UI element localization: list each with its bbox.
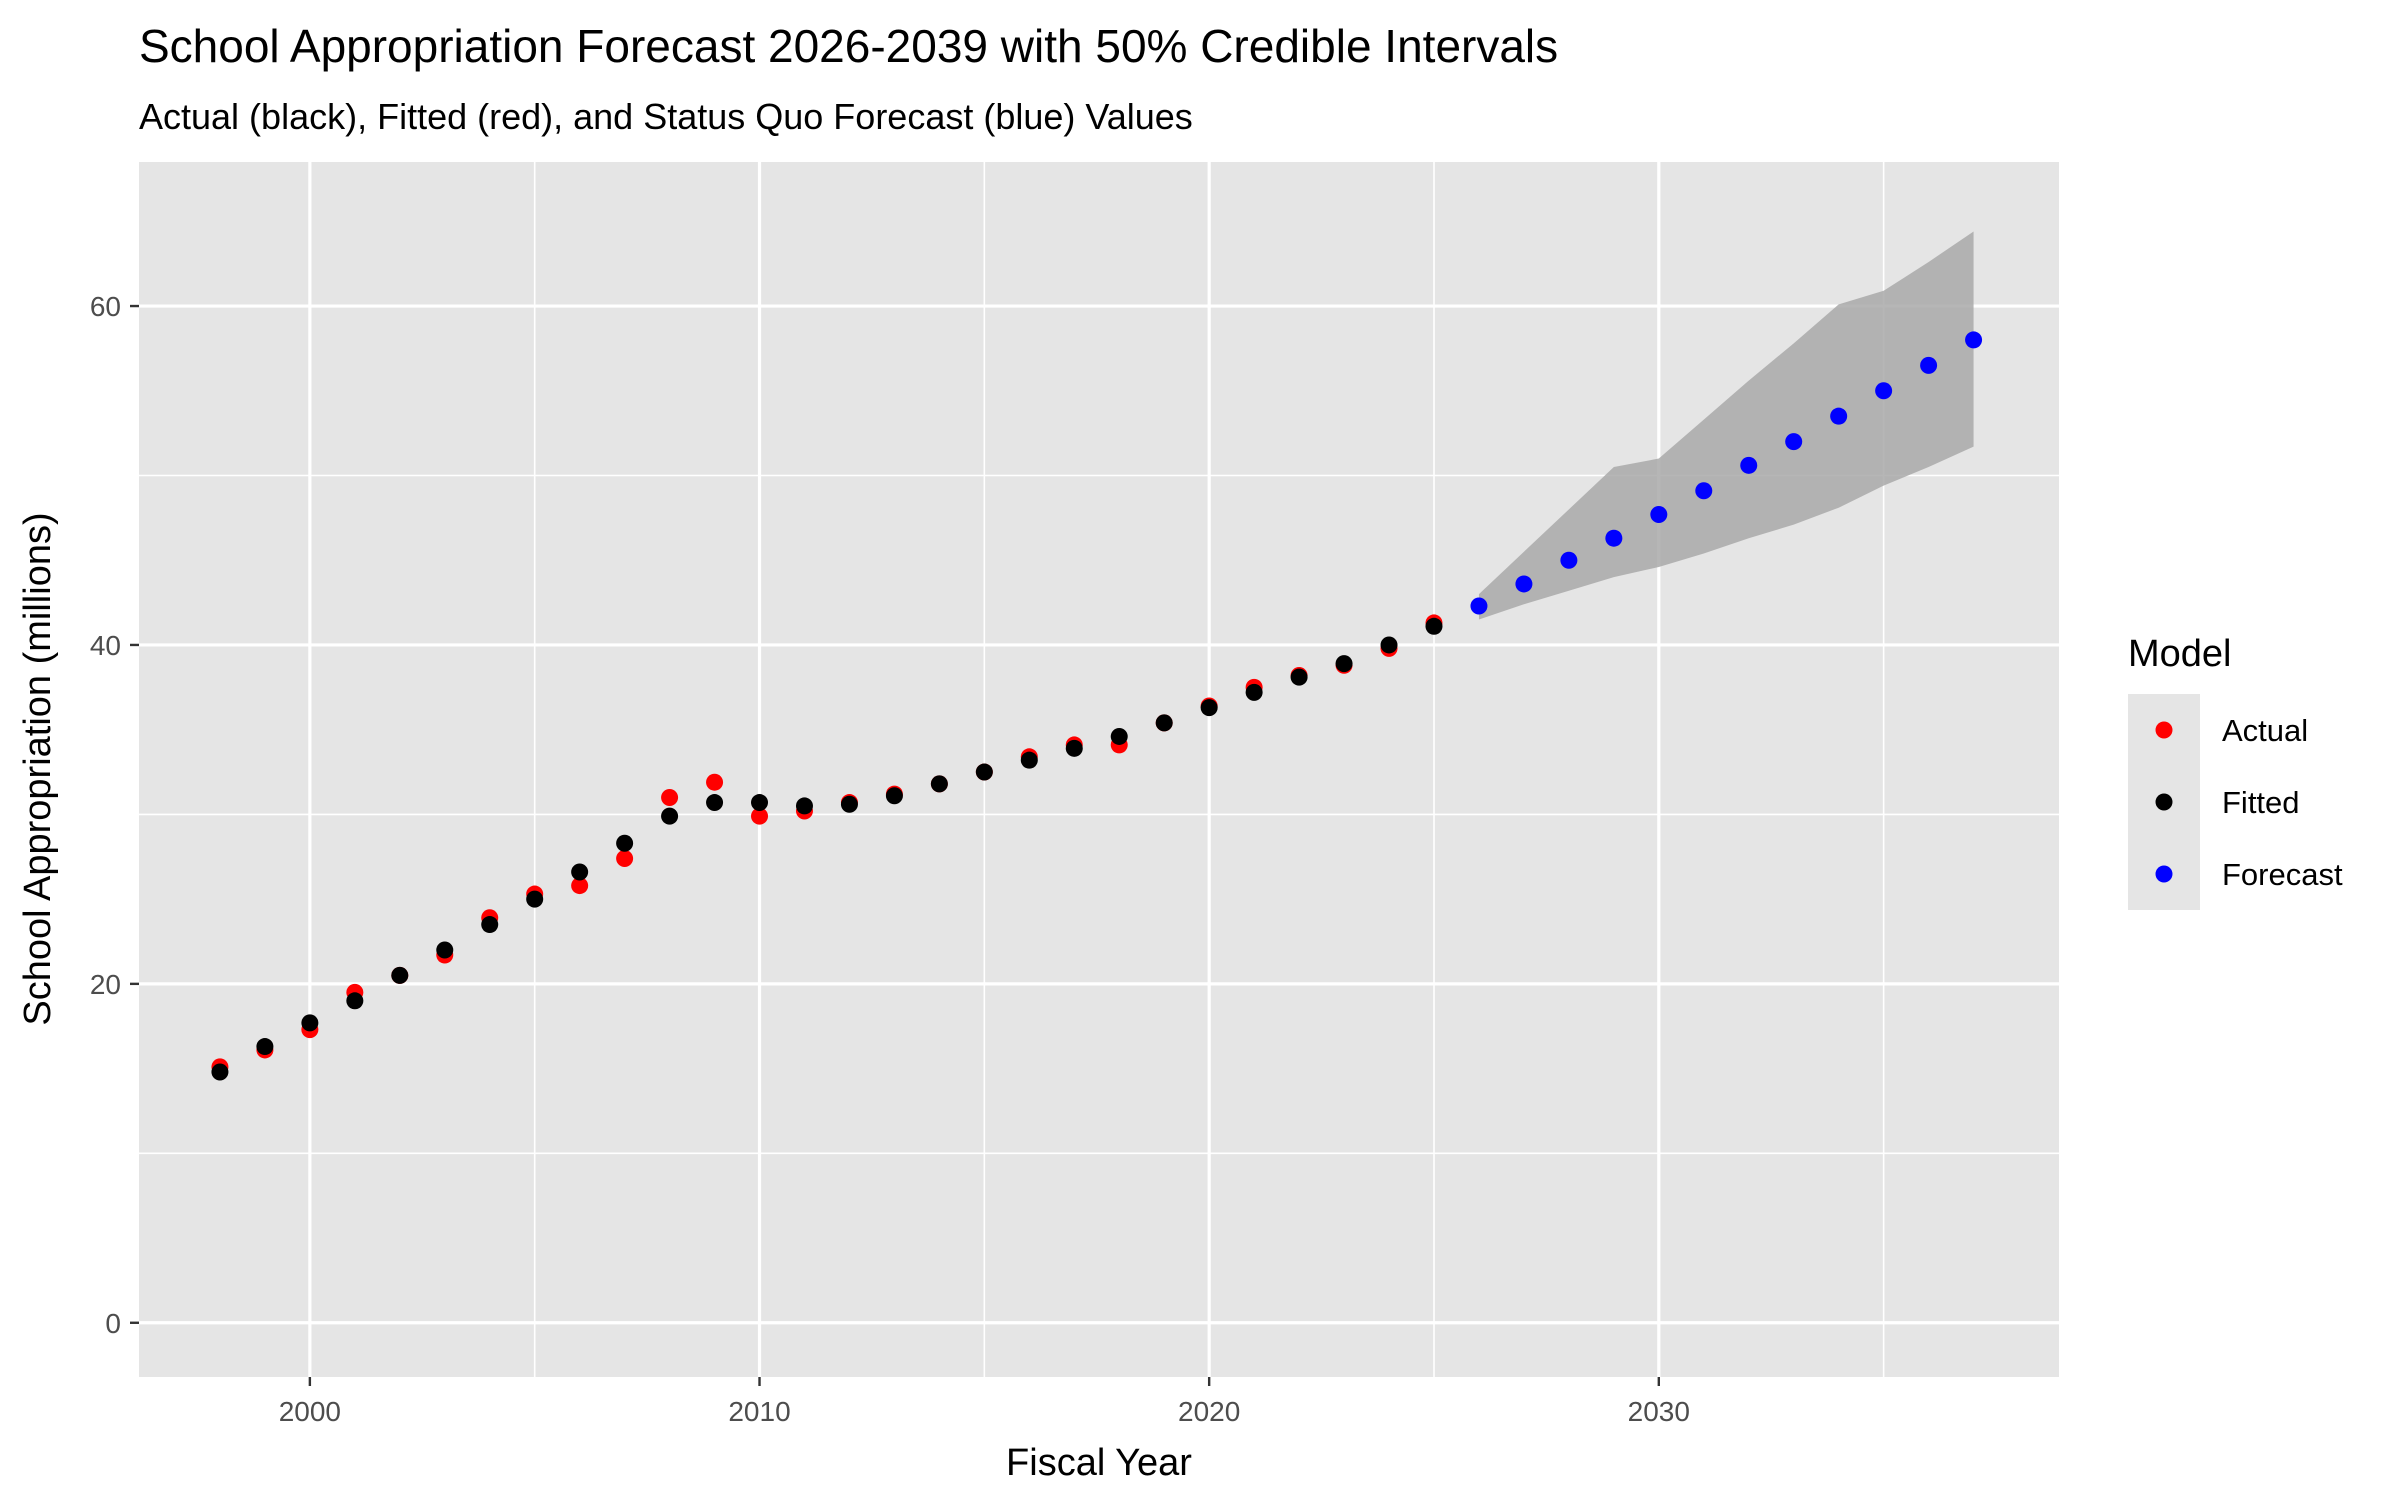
legend-label-actual: Actual bbox=[2222, 713, 2308, 748]
fitted-point bbox=[526, 890, 544, 908]
y-tick-label: 20 bbox=[90, 969, 121, 1000]
legend: Model Actual Fitted Forecast bbox=[2128, 633, 2343, 910]
forecast-point bbox=[1740, 456, 1758, 474]
forecast-point bbox=[1650, 505, 1668, 523]
forecast-point bbox=[1605, 529, 1623, 547]
x-tick-label: 2010 bbox=[728, 1396, 790, 1427]
fitted-point bbox=[1335, 655, 1353, 673]
legend-key-actual bbox=[2155, 721, 2173, 739]
fitted-point bbox=[661, 807, 679, 825]
credible-interval-band bbox=[1478, 231, 1974, 620]
y-axis-title: School Appropriation (millions) bbox=[17, 512, 59, 1025]
forecast-point bbox=[1695, 482, 1713, 500]
forecast-point bbox=[1920, 356, 1938, 374]
actual-point bbox=[661, 788, 679, 806]
actual-point bbox=[751, 807, 769, 825]
y-tick-label: 40 bbox=[90, 630, 121, 661]
credible-interval-layer bbox=[1478, 231, 1974, 620]
x-tick-label: 2030 bbox=[1628, 1396, 1690, 1427]
actual-point bbox=[616, 849, 634, 867]
points-layer bbox=[211, 331, 1983, 1081]
fitted-point bbox=[795, 797, 813, 815]
x-tick-label: 2000 bbox=[279, 1396, 341, 1427]
fitted-point bbox=[840, 795, 858, 813]
forecast-point bbox=[1965, 331, 1983, 349]
fitted-point bbox=[975, 763, 993, 781]
actual-point bbox=[571, 877, 589, 895]
fitted-point bbox=[256, 1038, 274, 1056]
major-gridlines bbox=[139, 162, 2059, 1377]
legend-title: Model bbox=[2128, 633, 2232, 675]
forecast-point bbox=[1560, 551, 1578, 569]
fitted-point bbox=[751, 794, 769, 812]
forecast-point bbox=[1515, 575, 1533, 593]
fitted-point bbox=[885, 787, 903, 805]
fitted-point bbox=[1020, 751, 1038, 769]
x-tick-label: 2020 bbox=[1178, 1396, 1240, 1427]
y-tick-label: 60 bbox=[90, 291, 121, 322]
fitted-point bbox=[1245, 683, 1263, 701]
forecast-point bbox=[1875, 382, 1893, 400]
fitted-point bbox=[706, 794, 724, 812]
y-axis: 0 20 40 60 bbox=[90, 291, 139, 1339]
fitted-point bbox=[436, 941, 454, 959]
fitted-point bbox=[481, 916, 499, 934]
x-axis-title: Fiscal Year bbox=[1006, 1442, 1192, 1484]
legend-entries: Actual Fitted Forecast bbox=[2155, 713, 2343, 892]
fitted-point bbox=[1065, 739, 1083, 757]
x-axis: 2000 2010 2020 2030 bbox=[279, 1377, 1690, 1427]
fitted-point bbox=[301, 1014, 319, 1032]
fitted-point bbox=[1200, 699, 1218, 717]
fitted-point bbox=[211, 1063, 229, 1081]
fitted-point bbox=[391, 966, 409, 984]
fitted-point bbox=[1380, 636, 1398, 654]
legend-key-fitted bbox=[2155, 793, 2173, 811]
legend-label-forecast: Forecast bbox=[2222, 857, 2343, 892]
y-tick-label: 0 bbox=[105, 1308, 121, 1339]
fitted-point bbox=[571, 863, 589, 881]
legend-key-forecast bbox=[2155, 865, 2173, 883]
fitted-point bbox=[930, 775, 948, 793]
legend-label-fitted: Fitted bbox=[2222, 785, 2300, 820]
plot-panel bbox=[139, 162, 2059, 1377]
forecast-point bbox=[1470, 597, 1488, 615]
fitted-point bbox=[616, 834, 634, 852]
fitted-point bbox=[1110, 727, 1128, 745]
fitted-point bbox=[346, 992, 364, 1010]
fitted-point bbox=[1290, 668, 1308, 686]
chart-subtitle: Actual (black), Fitted (red), and Status… bbox=[139, 96, 1193, 137]
fitted-point bbox=[1425, 617, 1443, 635]
chart-title: School Appropriation Forecast 2026-2039 … bbox=[139, 20, 1558, 72]
actual-point bbox=[706, 773, 724, 791]
fitted-point bbox=[1155, 714, 1173, 732]
forecast-point bbox=[1785, 433, 1803, 451]
forecast-point bbox=[1830, 407, 1848, 425]
